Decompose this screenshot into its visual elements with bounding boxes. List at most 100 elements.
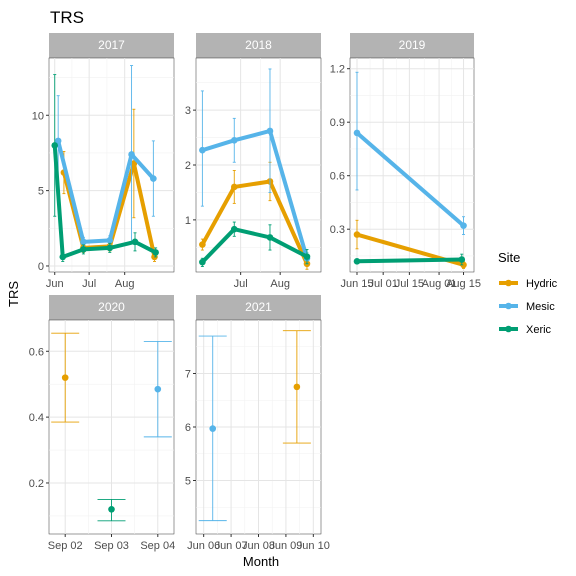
data-point-hydric <box>199 241 206 248</box>
x-tick-label: Jul <box>234 278 248 290</box>
data-point-xeric <box>108 506 115 513</box>
series-line-mesic <box>355 131 465 228</box>
data-point-mesic <box>106 237 114 244</box>
facet-strip <box>196 33 321 58</box>
x-tick-label: Jul 01 <box>369 278 398 290</box>
data-point-xeric <box>59 253 67 261</box>
x-tick-label: Jun 08 <box>242 540 275 552</box>
panel-2017: 2017 0 5 10 Jun Jul Aug <box>32 33 175 290</box>
data-point-hydric <box>293 383 301 391</box>
data-point-xeric <box>51 142 59 149</box>
data-point-xeric <box>230 225 238 233</box>
series-line-xeric <box>52 145 157 259</box>
legend: Site Hydric Mesic Xeric <box>498 250 558 336</box>
y-tick-label: 0.9 <box>330 117 345 129</box>
data-point-mesic <box>460 222 467 229</box>
legend-item-mesic: Mesic <box>499 301 555 313</box>
series-hydric <box>51 332 80 423</box>
x-axis-title: Month <box>243 554 279 569</box>
legend-item-hydric: Hydric <box>499 278 558 290</box>
series-mesic <box>198 335 227 522</box>
panel-2020: 2020 0.2 0.4 0.6 Sep 02 Sep 03 Sep 04 <box>29 295 175 552</box>
series-line-mesic <box>201 128 309 259</box>
legend-label-hydric: Hydric <box>526 278 558 290</box>
facet-strip-label: 2020 <box>98 300 125 314</box>
y-tick-label: 0.6 <box>330 171 345 183</box>
facet-strip-label: 2019 <box>399 38 426 52</box>
data-point-hydric <box>353 231 361 238</box>
facet-strip-label: 2021 <box>245 300 272 314</box>
series-xeric <box>51 74 159 262</box>
data-point-xeric <box>266 234 274 241</box>
legend-label-xeric: Xeric <box>526 324 552 336</box>
facet-strip <box>49 295 174 320</box>
y-tick-label: 0 <box>38 261 44 273</box>
data-point-hydric <box>130 160 138 167</box>
y-tick-label: 2 <box>185 160 191 172</box>
data-point-mesic <box>266 127 274 135</box>
y-tick-label: 0.4 <box>29 412 44 424</box>
data-point-xeric <box>458 256 466 263</box>
data-point-xeric <box>152 249 159 256</box>
x-tick-label: Sep 02 <box>48 540 83 552</box>
x-tick-label: Jul <box>82 278 96 290</box>
x-tick-label: Aug <box>270 278 290 290</box>
y-tick-label: 0.6 <box>29 346 44 358</box>
facet-panels: 2017 0 5 10 Jun Jul Aug 2018 1 2 3 Jul Aug 2019 0.3 0.6… <box>29 33 481 552</box>
y-tick-label: 6 <box>185 422 191 434</box>
series-xeric <box>199 221 311 267</box>
series-line-xeric <box>200 227 308 264</box>
x-tick-label: Sep 04 <box>140 540 175 552</box>
legend-dot-xeric <box>505 325 512 333</box>
panel-2018: 2018 1 2 3 Jul Aug <box>185 33 322 290</box>
y-tick-label: 0.3 <box>330 224 345 236</box>
data-point-hydric <box>61 374 69 381</box>
facet-strip <box>196 295 321 320</box>
x-tick-label: Aug 15 <box>446 278 481 290</box>
series-xeric <box>97 498 126 522</box>
facet-strip <box>350 33 474 58</box>
series-mesic <box>353 71 467 236</box>
series-mesic <box>199 68 311 265</box>
data-point-mesic <box>230 137 238 144</box>
data-point-mesic <box>150 175 157 182</box>
x-tick-label: Jun 07 <box>215 540 248 552</box>
x-tick-label: Aug <box>115 278 135 290</box>
x-tick-label: Jun <box>46 278 64 290</box>
x-tick-label: Jun 09 <box>269 540 302 552</box>
legend-item-xeric: Xeric <box>499 324 552 336</box>
y-tick-label: 5 <box>38 186 44 198</box>
legend-title: Site <box>498 250 520 265</box>
data-point-mesic <box>128 151 135 158</box>
y-tick-label: 1.2 <box>330 64 345 76</box>
x-tick-label: Jun 15 <box>340 278 373 290</box>
data-point-xeric <box>80 246 87 253</box>
data-point-mesic <box>54 137 62 145</box>
series-mesic <box>143 340 172 438</box>
facet-strip <box>49 33 174 58</box>
facet-strip-label: 2017 <box>98 38 125 52</box>
data-point-mesic <box>199 146 206 154</box>
data-point-mesic <box>209 425 217 432</box>
data-point-xeric <box>199 258 206 266</box>
major-gridlines <box>350 58 474 272</box>
x-tick-label: Jul 15 <box>395 278 424 290</box>
legend-dot-hydric <box>505 279 512 287</box>
y-tick-label: 10 <box>32 110 44 122</box>
x-tick-label: Jun 10 <box>297 540 330 552</box>
series-line-hydric <box>200 179 309 265</box>
y-tick-label: 1 <box>185 215 191 227</box>
data-point-mesic <box>154 385 162 393</box>
major-gridlines <box>196 320 321 534</box>
series-mesic <box>54 65 157 247</box>
y-tick-label: 0.2 <box>29 478 44 490</box>
legend-dot-mesic <box>505 302 512 310</box>
data-point-xeric <box>106 244 114 252</box>
legend-label-mesic: Mesic <box>526 301 555 313</box>
y-tick-label: 3 <box>185 105 191 117</box>
x-tick-label: Jun 06 <box>187 540 220 552</box>
x-tick-label: Sep 03 <box>94 540 129 552</box>
x-tick-label: Aug 01 <box>422 278 457 290</box>
